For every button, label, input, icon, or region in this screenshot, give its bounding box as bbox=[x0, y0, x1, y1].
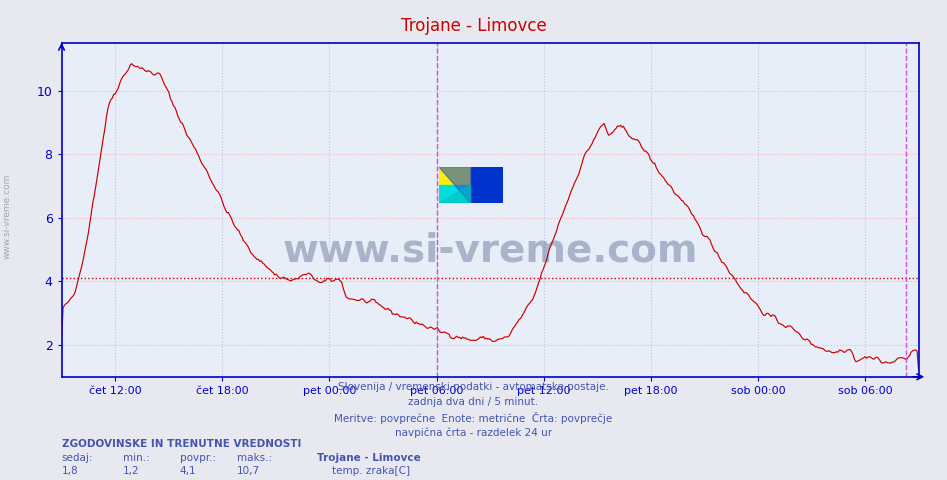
Text: temp. zraka[C]: temp. zraka[C] bbox=[332, 466, 410, 476]
Text: Slovenija / vremenski podatki - avtomatske postaje.: Slovenija / vremenski podatki - avtomats… bbox=[338, 382, 609, 392]
Polygon shape bbox=[438, 167, 471, 204]
Text: navpična črta - razdelek 24 ur: navpična črta - razdelek 24 ur bbox=[395, 428, 552, 438]
Text: Meritve: povprečne  Enote: metrične  Črta: povprečje: Meritve: povprečne Enote: metrične Črta:… bbox=[334, 412, 613, 424]
Text: 1,8: 1,8 bbox=[62, 466, 79, 476]
Text: povpr.:: povpr.: bbox=[180, 453, 216, 463]
Bar bbox=[438, 167, 471, 185]
Text: 1,2: 1,2 bbox=[123, 466, 140, 476]
Text: www.si-vreme.com: www.si-vreme.com bbox=[282, 231, 698, 269]
Text: www.si-vreme.com: www.si-vreme.com bbox=[3, 173, 12, 259]
Text: Trojane - Limovce: Trojane - Limovce bbox=[401, 17, 546, 35]
Text: 4,1: 4,1 bbox=[180, 466, 197, 476]
Text: Trojane - Limovce: Trojane - Limovce bbox=[317, 453, 421, 463]
Text: sedaj:: sedaj: bbox=[62, 453, 93, 463]
Polygon shape bbox=[438, 185, 471, 204]
Text: maks.:: maks.: bbox=[237, 453, 272, 463]
Bar bbox=[471, 167, 503, 204]
Text: 10,7: 10,7 bbox=[237, 466, 259, 476]
Bar bbox=[438, 185, 471, 204]
Text: ZGODOVINSKE IN TRENUTNE VREDNOSTI: ZGODOVINSKE IN TRENUTNE VREDNOSTI bbox=[62, 439, 301, 449]
Text: zadnja dva dni / 5 minut.: zadnja dva dni / 5 minut. bbox=[408, 397, 539, 407]
Text: min.:: min.: bbox=[123, 453, 150, 463]
